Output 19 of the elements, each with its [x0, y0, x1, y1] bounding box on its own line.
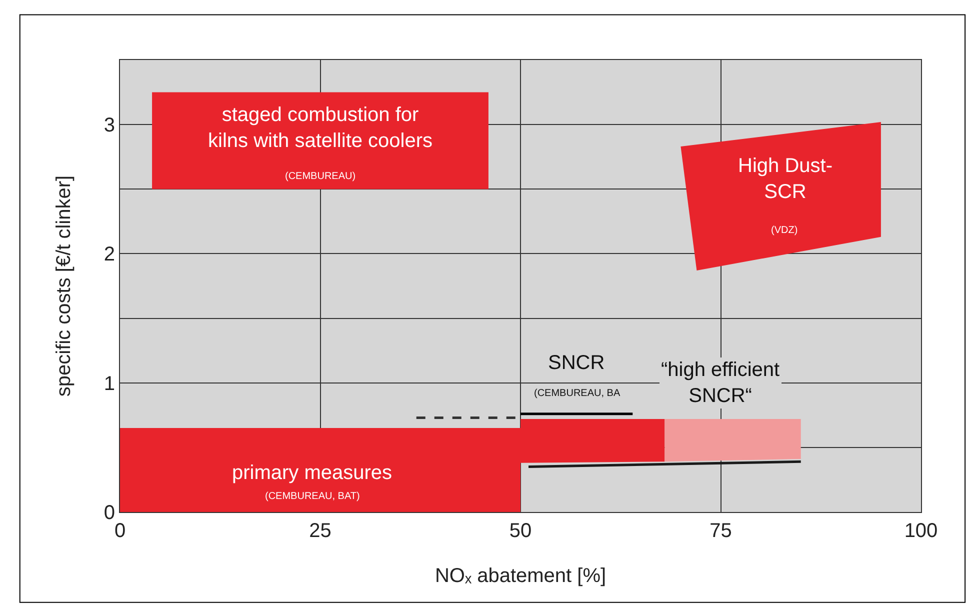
x-axis-title: NOₓ abatement [%] [434, 565, 606, 587]
x-tick-label: 50 [509, 520, 532, 542]
y-tick-label: 0 [104, 502, 115, 524]
x-tick-label: 100 [904, 520, 938, 542]
annotation: (VDZ) [771, 225, 798, 236]
annotation: SNCR [548, 352, 605, 374]
annotation: (CEMBUREAU, BA [534, 388, 620, 399]
annotation: staged combustion for kilns with satellite coolers [208, 104, 433, 152]
y-tick-label: 1 [104, 372, 115, 395]
annotation: (CEMBUREAU, BAT) [265, 491, 360, 502]
x-tick-label: 75 [710, 520, 732, 542]
y-tick-label: 2 [104, 244, 115, 266]
y-axis-title: specific costs [€/t clinker] [53, 175, 75, 397]
annotation: primary measures [232, 462, 392, 484]
annotation: High Dust- SCR [738, 155, 832, 203]
annotation: “high efficient SNCR“ [661, 359, 780, 407]
x-tick-label: 25 [309, 520, 332, 542]
y-tick-label: 3 [104, 114, 115, 137]
annotation: (CEMBUREAU) [285, 171, 356, 182]
